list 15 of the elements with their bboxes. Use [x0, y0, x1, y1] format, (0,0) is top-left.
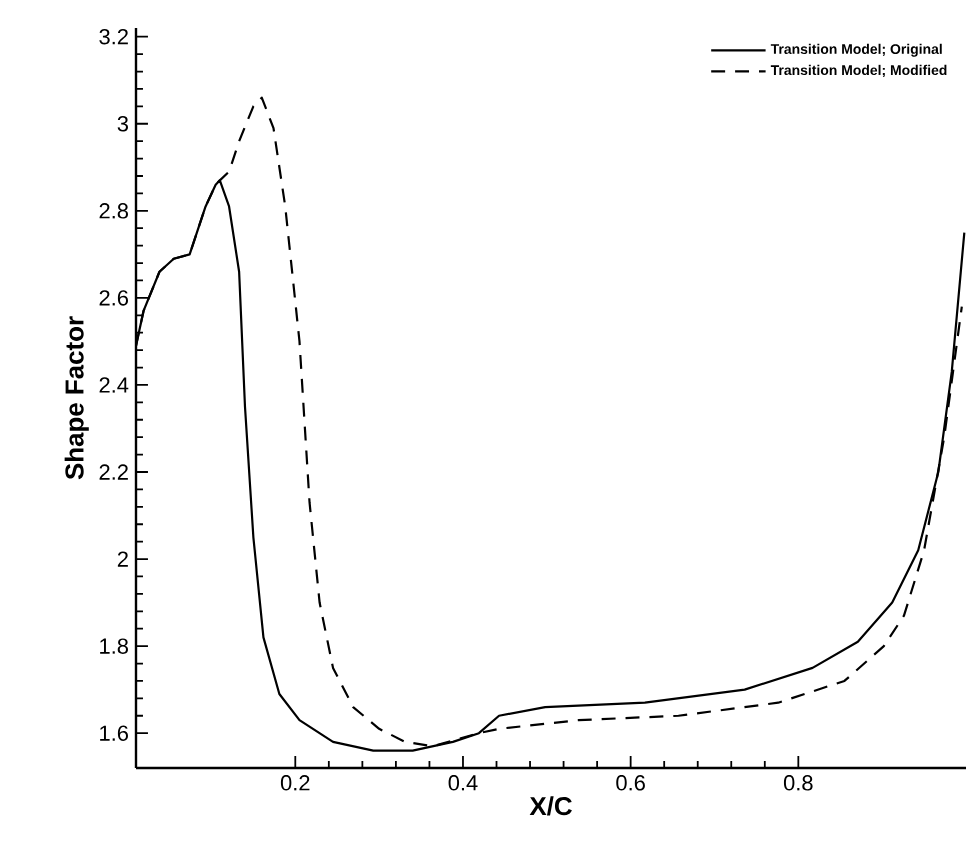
y-tick-label: 3.2 — [99, 28, 128, 45]
y-tick-label: 3 — [117, 116, 128, 132]
y-tick-label: 2.4 — [99, 377, 129, 393]
y-tick-label: 2.6 — [99, 290, 128, 306]
y-axis-title: Shape Factor — [64, 316, 89, 480]
x-tick-label: 0.4 — [448, 775, 478, 791]
x-tick-label: 0.8 — [783, 775, 813, 791]
x-axis-title: X/C — [529, 796, 572, 816]
x-tick-label: 0.2 — [280, 775, 310, 791]
y-tick-label: 2.2 — [99, 464, 128, 480]
y-tick-label: 1.6 — [100, 725, 128, 741]
y-tick-label: 1.8 — [100, 638, 128, 654]
x-tick-label: 0.6 — [616, 775, 645, 791]
y-tick-label: 2.8 — [99, 203, 128, 219]
y-tick-label: 2 — [117, 551, 128, 567]
